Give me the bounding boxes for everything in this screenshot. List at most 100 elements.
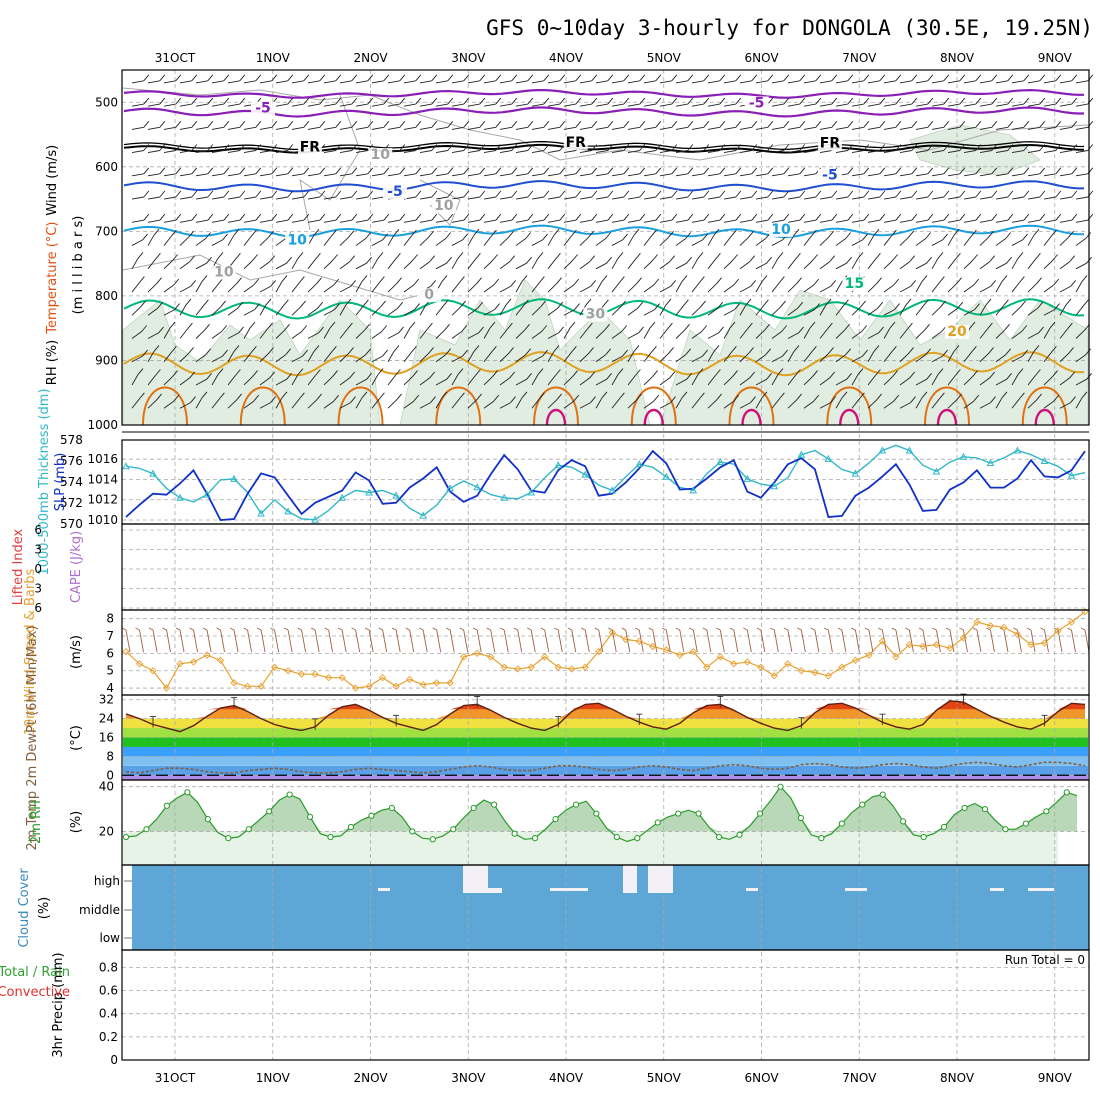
thickness-marker (230, 474, 238, 482)
wind-barb (723, 150, 736, 154)
wind-barb-flag (447, 74, 454, 82)
wind-barb-flag (217, 252, 224, 259)
wind-barb-10m (719, 629, 725, 653)
wind-barb-flag (315, 369, 321, 376)
temp-tick: 24 (99, 712, 114, 726)
wind-barb (627, 150, 640, 154)
wind-barb-flag (1071, 144, 1078, 151)
wind-barb-flag (1071, 213, 1078, 221)
wind-barb-flag (1023, 167, 1030, 175)
contour-label-bg (583, 307, 608, 322)
wind-barb (499, 196, 512, 200)
wind-barb-flag (975, 97, 982, 105)
wind-barb (595, 281, 603, 293)
wind-barb (515, 354, 526, 363)
wind-barb (1059, 261, 1070, 270)
wind-barb-flag (1054, 303, 1060, 310)
wind-barb (307, 307, 318, 316)
wind-barb-flag (460, 300, 466, 308)
wind-barb-flag (687, 167, 694, 175)
wind-barb (627, 307, 638, 316)
wind-barb (787, 126, 800, 130)
wind-barb-flag (687, 213, 694, 221)
wind-barb (339, 103, 352, 107)
wind-barb-flag (1085, 232, 1092, 239)
wind-barb-flag (940, 300, 946, 308)
wind-barb-10m (517, 629, 523, 653)
wind-barb (499, 80, 512, 84)
wind-barb-flag (825, 298, 832, 306)
wind-barb-flag (638, 326, 644, 334)
wind-barb (339, 328, 348, 339)
wind-barb (723, 400, 734, 409)
wind-barb (659, 286, 671, 293)
wind-barb-flag (959, 74, 966, 82)
wind-barb-flag (367, 213, 374, 221)
wind-barb-flag (718, 326, 724, 334)
wind-barb (451, 355, 463, 363)
wind-barb-10m-flag (229, 627, 235, 631)
wind-barb (995, 329, 1005, 339)
wind-barb-flag (793, 345, 800, 352)
wind-barb-flag (399, 167, 406, 175)
wind-barb (787, 173, 800, 177)
wind-barb (1059, 103, 1072, 107)
wind-barb-10m (841, 629, 847, 653)
wind-barb-10m (166, 629, 171, 653)
wind-barb-flag (639, 167, 646, 175)
wind-barb (1059, 236, 1069, 246)
wind-barb-flag (670, 396, 676, 403)
wind-barb-flag (1069, 371, 1076, 379)
wind-barb-flag (303, 121, 310, 128)
wind-barb-flag (764, 323, 770, 331)
wind-barb (163, 352, 172, 363)
wind-barb (307, 126, 320, 130)
wind-barb (675, 238, 686, 246)
wind-barb-flag (973, 394, 980, 402)
wind-barb (483, 327, 491, 339)
wind-barb-flag (543, 97, 550, 105)
wind-barb (403, 173, 416, 177)
wind-barb-flag (510, 280, 516, 287)
wind-barb (995, 196, 1008, 200)
wind-barb-flag (891, 229, 897, 237)
wind-barb-flag (815, 190, 822, 198)
wind-barb-10m (355, 629, 361, 653)
wind-barb (659, 80, 672, 84)
wind-barb-flag (329, 321, 336, 329)
wind-barb-flag (361, 275, 368, 282)
wind-barb-flag (287, 167, 294, 175)
wind-barb-flag (1003, 299, 1009, 307)
wind-barb (1059, 80, 1072, 84)
rh-marker (675, 810, 682, 817)
wind-barb (483, 376, 493, 386)
run-total-label: Run Total = 0 (1005, 953, 1085, 967)
wind-barb-flag (831, 190, 838, 198)
wind-barb-flag (969, 321, 976, 329)
wind-barb (1011, 282, 1020, 293)
wind-barb-flag (750, 280, 756, 287)
wind-barb-flag (319, 167, 326, 175)
wind-barb (419, 402, 431, 409)
wind-barb (995, 80, 1008, 84)
wind-barb-flag (399, 97, 406, 105)
wind-barb (723, 196, 736, 200)
wind-barb-flag (783, 97, 790, 105)
wind-barb (819, 126, 832, 130)
wind-barb (931, 306, 941, 316)
contour-label: FR (300, 139, 321, 155)
wind-barb-flag (909, 255, 916, 262)
wind-barb-10m (1003, 629, 1009, 653)
temp-contour-25 (435, 386, 482, 426)
wind-barb (707, 126, 720, 130)
wind-barb-flag (175, 190, 182, 198)
wind-barb-flag (783, 144, 790, 151)
wind-barb (707, 259, 716, 270)
wind-barb-flag (863, 97, 870, 105)
wind-barb-flag (681, 391, 688, 399)
wind-barb-flag (495, 213, 502, 221)
wind-barb-10m-flag (864, 627, 870, 631)
wind-barb-10m (908, 629, 914, 653)
wind-barb-flag (399, 213, 406, 221)
wind-barb-flag (443, 299, 449, 307)
